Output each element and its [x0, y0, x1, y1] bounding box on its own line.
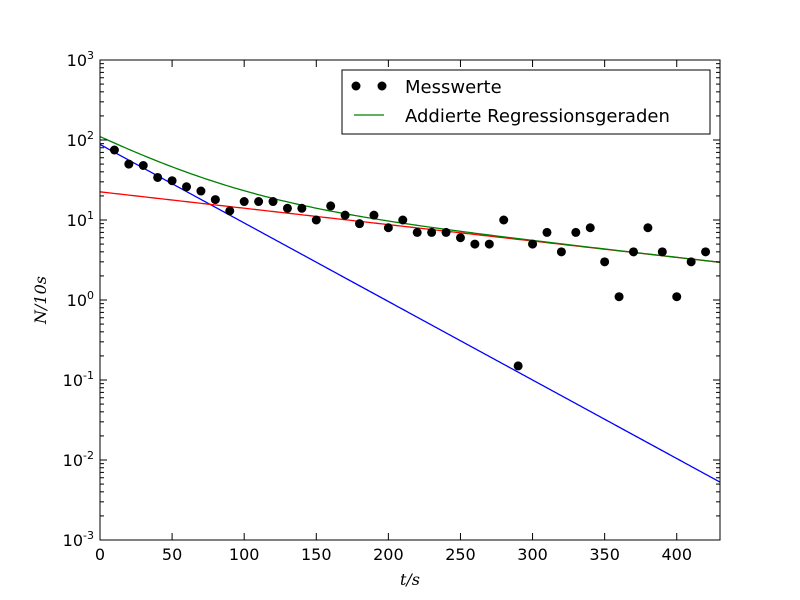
y-tick-label: 10-1	[63, 369, 94, 390]
data-point	[109, 145, 119, 155]
legend-marker-messwerte	[377, 81, 387, 91]
data-point	[153, 172, 163, 182]
data-point	[210, 195, 220, 205]
data-point	[484, 239, 494, 249]
x-tick-label: 350	[589, 545, 620, 564]
legend-box	[341, 69, 711, 135]
data-point	[268, 197, 278, 207]
data-point	[470, 239, 480, 249]
data-point	[124, 159, 134, 169]
data-point	[254, 197, 264, 207]
data-point	[311, 215, 321, 225]
data-point	[600, 257, 610, 267]
data-point	[585, 223, 595, 233]
y-axis-ticks: 10-3 10-2 10-1 100 101 102 103	[63, 49, 720, 550]
x-axis-ticks: 0 50 100 150 200 250 300 350 400	[95, 60, 692, 564]
data-point	[686, 257, 696, 267]
data-point	[196, 186, 206, 196]
data-point	[441, 227, 451, 237]
data-point	[369, 210, 379, 220]
data-point	[657, 247, 667, 257]
y-tick-label: 10-3	[63, 529, 94, 550]
legend-label-messwerte: Messwerte	[405, 77, 502, 98]
y-tick-label: 103	[67, 49, 94, 70]
data-point	[643, 223, 653, 233]
data-point	[412, 227, 422, 237]
y-tick-label: 100	[67, 289, 94, 310]
y-tick-label: 102	[67, 129, 94, 150]
regression-line-fast	[100, 143, 720, 483]
data-point	[628, 247, 638, 257]
data-point	[167, 176, 177, 186]
y-tick-label: 101	[67, 209, 94, 230]
regression-sum-line	[100, 135, 720, 263]
x-tick-label: 0	[95, 545, 105, 564]
legend-marker-messwerte	[351, 81, 361, 91]
x-tick-label: 150	[301, 545, 332, 564]
data-point	[556, 247, 566, 257]
data-point	[355, 219, 365, 229]
data-point	[701, 247, 711, 257]
data-point	[571, 227, 581, 237]
data-point	[182, 182, 192, 192]
data-point	[499, 215, 509, 225]
data-point	[239, 197, 249, 207]
x-axis-label: t/s	[400, 570, 420, 589]
data-point	[297, 203, 307, 213]
legend: Messwerte Addierte Regressionsgeraden	[341, 69, 711, 135]
data-point	[383, 223, 393, 233]
data-point	[398, 215, 408, 225]
x-tick-label: 200	[373, 545, 404, 564]
data-point	[513, 361, 523, 371]
data-point	[138, 161, 148, 170]
data-point	[614, 292, 624, 302]
data-point	[340, 210, 350, 220]
plot-lines	[100, 135, 720, 483]
data-point	[455, 233, 465, 243]
data-point	[528, 239, 538, 249]
x-tick-label: 50	[162, 545, 182, 564]
data-point	[542, 227, 552, 237]
x-tick-label: 250	[445, 545, 476, 564]
legend-label-regression: Addierte Regressionsgeraden	[405, 106, 670, 127]
data-point	[672, 292, 682, 302]
x-tick-label: 400	[661, 545, 692, 564]
x-tick-label: 300	[517, 545, 548, 564]
y-tick-label: 10-2	[63, 449, 94, 470]
plot-points	[109, 145, 711, 371]
data-point	[225, 206, 235, 216]
data-point	[326, 201, 336, 211]
data-point	[427, 227, 437, 237]
x-tick-label: 100	[229, 545, 260, 564]
y-axis-label: N/10s	[31, 276, 50, 325]
data-point	[282, 203, 292, 213]
